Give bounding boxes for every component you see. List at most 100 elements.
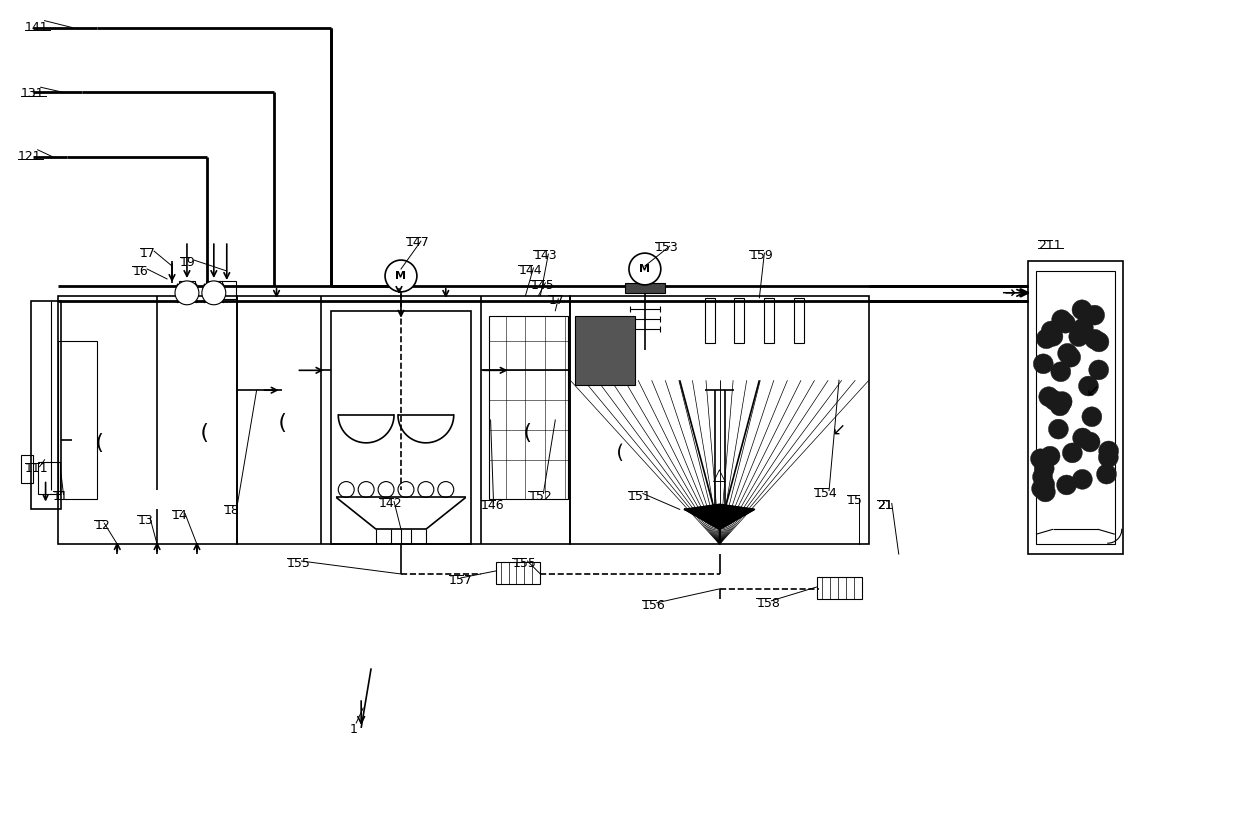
Text: 153: 153 — [655, 241, 678, 254]
Circle shape — [1049, 419, 1069, 439]
Bar — [496, 562, 541, 584]
Bar — [57, 340, 98, 499]
Circle shape — [1073, 428, 1092, 447]
Text: 12: 12 — [94, 520, 110, 532]
Text: 111: 111 — [25, 462, 48, 474]
Bar — [794, 297, 805, 343]
Text: 21: 21 — [877, 499, 893, 513]
Circle shape — [1044, 391, 1064, 411]
Circle shape — [1052, 310, 1071, 329]
Bar — [734, 297, 744, 343]
Text: 14: 14 — [172, 510, 187, 522]
Circle shape — [1033, 467, 1053, 487]
Circle shape — [202, 281, 226, 305]
Bar — [57, 296, 237, 544]
Circle shape — [1037, 328, 1056, 349]
Text: 21: 21 — [877, 499, 893, 513]
Text: 155: 155 — [512, 557, 537, 570]
Text: M: M — [396, 271, 407, 281]
Circle shape — [1042, 321, 1061, 341]
Circle shape — [1033, 354, 1053, 374]
Text: 121: 121 — [17, 150, 41, 163]
Bar — [31, 301, 61, 510]
Circle shape — [1032, 478, 1052, 499]
Bar — [219, 281, 236, 299]
Text: 16: 16 — [133, 265, 148, 278]
Circle shape — [1034, 474, 1055, 494]
Bar — [817, 577, 862, 599]
Text: 17: 17 — [548, 294, 564, 307]
Circle shape — [1063, 443, 1083, 463]
Circle shape — [1056, 475, 1076, 495]
Text: M: M — [640, 264, 651, 274]
Text: 18: 18 — [223, 504, 239, 517]
Text: △: △ — [713, 466, 725, 484]
Circle shape — [1099, 447, 1118, 468]
Bar — [704, 297, 714, 343]
Text: 11: 11 — [52, 489, 68, 503]
Bar — [206, 281, 222, 299]
Circle shape — [1073, 300, 1092, 320]
Text: 1: 1 — [350, 723, 357, 736]
Text: ): ) — [275, 410, 284, 430]
Bar — [21, 455, 32, 483]
Circle shape — [1043, 326, 1063, 346]
Circle shape — [1060, 347, 1080, 367]
Text: 156: 156 — [642, 599, 666, 612]
Text: 17: 17 — [140, 247, 156, 260]
Circle shape — [1080, 432, 1100, 452]
Text: 15: 15 — [847, 494, 863, 508]
Text: 13: 13 — [138, 515, 153, 527]
Bar — [331, 311, 471, 544]
Circle shape — [1073, 323, 1092, 344]
Text: 144: 144 — [518, 264, 542, 277]
Circle shape — [1030, 449, 1050, 468]
Text: 141: 141 — [25, 21, 48, 34]
Circle shape — [1079, 376, 1099, 396]
Circle shape — [175, 281, 198, 305]
Circle shape — [386, 260, 417, 292]
Bar — [764, 297, 774, 343]
Circle shape — [1058, 344, 1078, 364]
Text: →: → — [1002, 285, 1016, 303]
Bar — [1028, 261, 1122, 554]
Text: 131: 131 — [21, 87, 45, 101]
Bar — [237, 296, 570, 544]
Text: ): ) — [521, 420, 529, 440]
Bar — [570, 296, 869, 544]
Text: 158: 158 — [756, 597, 780, 610]
Bar — [179, 281, 195, 299]
Text: 211: 211 — [1038, 239, 1061, 252]
Circle shape — [1085, 329, 1105, 349]
Text: ): ) — [614, 440, 621, 459]
Circle shape — [1081, 406, 1102, 427]
Text: 154: 154 — [815, 487, 838, 499]
Text: 146: 146 — [481, 499, 505, 513]
Circle shape — [1089, 332, 1109, 352]
Circle shape — [1040, 447, 1060, 466]
Circle shape — [1085, 305, 1105, 325]
Bar — [489, 316, 568, 499]
Text: 143: 143 — [533, 249, 557, 262]
Text: 152: 152 — [528, 489, 552, 503]
Text: 147: 147 — [405, 236, 430, 249]
Circle shape — [1099, 441, 1118, 461]
Circle shape — [1055, 313, 1075, 334]
Circle shape — [1053, 391, 1073, 411]
Bar — [37, 462, 60, 494]
Polygon shape — [684, 504, 754, 530]
Text: 157: 157 — [449, 574, 472, 587]
Circle shape — [1050, 362, 1070, 381]
Bar — [625, 283, 665, 292]
Text: 19: 19 — [180, 256, 196, 269]
Text: 145: 145 — [531, 279, 554, 292]
Circle shape — [1035, 482, 1055, 502]
Circle shape — [1052, 392, 1071, 412]
Text: ): ) — [197, 420, 206, 440]
Circle shape — [1089, 360, 1109, 380]
Text: ↙: ↙ — [832, 421, 846, 439]
Text: 155: 155 — [286, 557, 310, 570]
Text: 151: 151 — [627, 489, 652, 503]
Circle shape — [1039, 387, 1059, 406]
Bar — [575, 316, 635, 385]
